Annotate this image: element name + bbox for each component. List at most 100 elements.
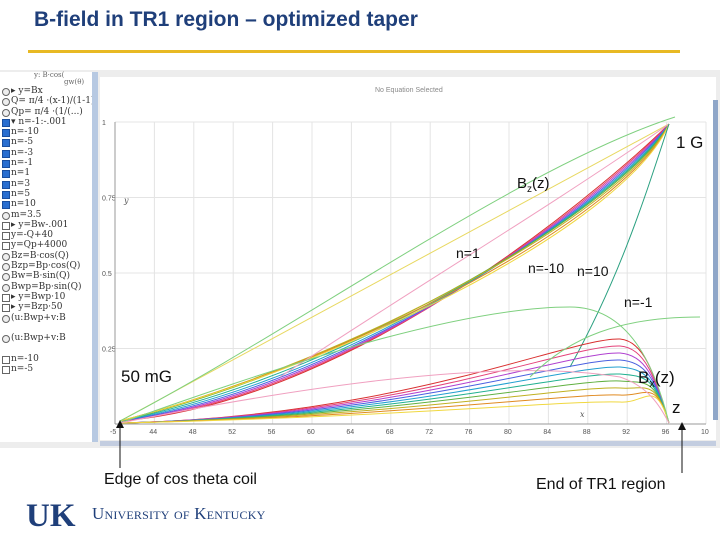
y-axis-name: y	[123, 196, 129, 205]
bx-curve	[119, 387, 670, 424]
equation-visibility-checkbox[interactable]	[2, 118, 10, 127]
equation-text: ▸ y=Bzp·50	[11, 302, 63, 313]
y-tick-label: 0.75	[102, 196, 116, 203]
equation-visibility-checkbox[interactable]	[2, 355, 10, 364]
equation-text: n=10	[11, 199, 36, 210]
x-tick-label: 68	[386, 429, 394, 436]
equation-text: (u:Bwp+v:B	[11, 312, 66, 323]
equation-visibility-checkbox[interactable]	[2, 211, 10, 220]
equation-text: ▸ y=Bx	[11, 86, 43, 96]
equation-row[interactable]: ▸ y=Bx	[0, 86, 92, 96]
equation-row[interactable]: Q= π/4 ·(x-1)/(1-1)	[0, 96, 95, 107]
equation-row[interactable]: n=-5	[0, 364, 92, 375]
equation-row[interactable]: Bzp=Bp·cos(Q)	[0, 261, 92, 272]
equation-row[interactable]: n=-10	[0, 354, 92, 364]
equation-row[interactable]: Qp= π/4 ·(1/(...)	[0, 107, 92, 117]
equation-row[interactable]: n=-3	[0, 148, 92, 158]
equation-text: n=-10	[11, 127, 39, 138]
bx-curve-pink	[119, 370, 670, 424]
x-tick-label: 92	[622, 429, 630, 436]
equation-row[interactable]: Bwp=Bp·sin(Q)	[0, 282, 92, 292]
label-n-minus-10: n=-10	[528, 260, 565, 276]
equation-visibility-checkbox[interactable]	[2, 221, 10, 230]
equation-row[interactable]: ▸ y=Bw-.001	[0, 220, 92, 230]
bx-curve-tail	[529, 316, 701, 378]
equation-visibility-checkbox[interactable]	[2, 98, 10, 107]
equation-visibility-checkbox[interactable]	[2, 366, 10, 375]
equation-row[interactable]: Bz=B·cos(Q)	[0, 251, 92, 261]
equation-text: y=-Q+40	[11, 230, 54, 241]
title-underline	[28, 50, 680, 53]
equation-visibility-checkbox[interactable]	[2, 293, 10, 302]
bx-curve	[119, 359, 670, 424]
equation-list[interactable]: ▸ y=Bx Q= π/4 ·(x-1)/(1-1) Qp= π/4 ·(1/(..…	[0, 86, 95, 375]
y-tick-label: 1	[102, 120, 106, 127]
equation-text: n=-10	[11, 353, 39, 364]
equation-row[interactable]: n=1	[0, 168, 92, 179]
status-text: No Equation Selected	[375, 87, 443, 94]
equation-visibility-checkbox[interactable]	[2, 129, 10, 138]
equation-text: (u:Bwp+v:B	[11, 333, 66, 344]
equation-visibility-checkbox[interactable]	[2, 273, 10, 282]
equation-visibility-checkbox[interactable]	[2, 88, 10, 96]
bx-tail: (z)	[654, 368, 675, 387]
equation-text: Bzp=Bp·cos(Q)	[11, 261, 81, 272]
x-tick-label: 72	[425, 429, 433, 436]
equation-visibility-checkbox[interactable]	[2, 263, 10, 272]
equation-row[interactable]: ▸ y=Bzp·50	[0, 302, 92, 313]
equation-visibility-checkbox[interactable]	[2, 335, 10, 344]
vertical-scrollbar[interactable]	[713, 100, 718, 420]
slide-title: B-field in TR1 region – optimized taper	[34, 8, 418, 31]
equation-visibility-checkbox[interactable]	[2, 170, 10, 179]
equation-row[interactable]: (u:Bwp+v:B	[0, 313, 92, 323]
equation-row[interactable]: n=10	[0, 199, 92, 210]
label-50mg: 50 mG	[121, 367, 173, 386]
equation-text: m=3.5	[11, 209, 42, 220]
label-z: z	[672, 398, 681, 417]
equation-visibility-checkbox[interactable]	[2, 149, 10, 158]
bz-sub: z	[527, 184, 533, 195]
equation-list-panel[interactable]: y: B·cos(gw(θ) ▸ y=Bx Q= π/4 ·(x-1)/(1-1)…	[0, 72, 95, 442]
label-bx: Bx(z)	[638, 368, 675, 390]
equation-row[interactable]: n=-5	[0, 137, 92, 148]
equation-visibility-checkbox[interactable]	[2, 160, 10, 169]
equation-row[interactable]: (u:Bwp+v:B	[0, 333, 92, 344]
graph-canvas[interactable]: -5 44 48 52 56 60 64 68 72 76 80 84 88 92 96 10 1 0.75 0.5…	[100, 77, 716, 440]
equation-visibility-checkbox[interactable]	[2, 180, 10, 189]
equation-row[interactable]: Bw=B·sin(Q)	[0, 271, 92, 282]
equation-row[interactable]: n=5	[0, 189, 92, 199]
bx-sub: x	[649, 378, 655, 390]
arrow-edge-head	[116, 420, 124, 428]
equation-text: ▸ y=Bwp·10	[11, 291, 66, 302]
bx-curve-outer	[119, 306, 670, 424]
equation-visibility-checkbox[interactable]	[2, 283, 10, 292]
equation-visibility-checkbox[interactable]	[2, 139, 10, 148]
equation-visibility-checkbox[interactable]	[2, 252, 10, 261]
equation-text: Bz=B·cos(Q)	[11, 250, 69, 261]
equation-row[interactable]: n=-10	[0, 127, 92, 138]
equation-visibility-checkbox[interactable]	[2, 108, 10, 117]
bz-main: B	[517, 175, 528, 192]
plot-area: -5 44 48 52 56 60 64 68 72 76 80 84 88 92 96 10 1 0.75 0.5…	[102, 116, 709, 436]
horizontal-scrollbar[interactable]	[100, 441, 716, 446]
equation-visibility-checkbox[interactable]	[2, 242, 10, 251]
sidebar-scrollbar[interactable]	[92, 72, 98, 442]
equation-row[interactable]: ▸ y=Bwp·10	[0, 292, 92, 302]
equation-visibility-checkbox[interactable]	[2, 232, 10, 241]
equation-row[interactable]: y=-Q+40	[0, 230, 92, 241]
equation-row[interactable]: y=Qp+4000	[0, 240, 92, 251]
equation-text: Q= π/4 ·(x-1)/(1-1)	[11, 96, 95, 107]
equation-visibility-checkbox[interactable]	[2, 304, 10, 313]
equation-row[interactable]: ▾ n=-1:-.001	[0, 117, 92, 127]
equation-text: y=Qp+4000	[11, 240, 68, 251]
bz-tail: (z)	[532, 175, 550, 192]
x-tick-label: 10	[701, 429, 709, 436]
equation-row[interactable]: n=-1	[0, 158, 92, 169]
x-tick-label: 96	[662, 429, 670, 436]
equation-visibility-checkbox[interactable]	[2, 201, 10, 210]
equation-visibility-checkbox[interactable]	[2, 190, 10, 199]
x-tick-label: 60	[307, 429, 315, 436]
equation-visibility-checkbox[interactable]	[2, 314, 10, 323]
equation-row[interactable]: n=3	[0, 179, 92, 189]
equation-row[interactable]: m=3.5	[0, 210, 92, 220]
